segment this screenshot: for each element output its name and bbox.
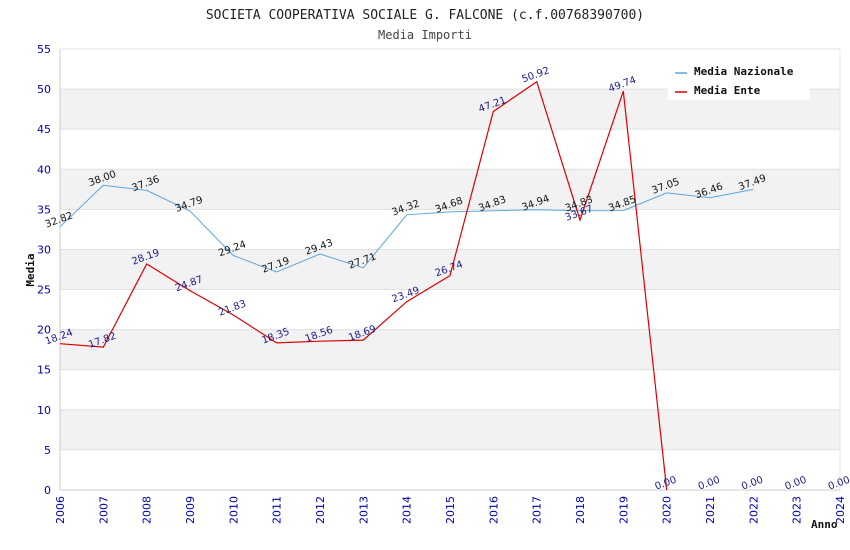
series-line-media-nazionale [59,184,754,273]
legend-label-media-ente: Media Ente [694,84,761,97]
chart-title: SOCIETA COOPERATIVA SOCIALE G. FALCONE (… [206,8,644,23]
x-tick-label: 2019 [617,496,630,524]
grid-band [60,329,840,370]
y-tick-label: 35 [37,203,51,216]
y-tick-label: 50 [37,83,51,96]
grid-band [60,249,840,290]
x-tick-label: 2011 [271,496,284,524]
grid-band [60,409,840,450]
x-tick-label: 2021 [704,496,717,524]
y-tick-label: 25 [37,284,51,297]
x-tick-label: 2022 [747,496,760,524]
grid-bands [60,89,840,450]
legend: Media Nazionale Media Ente [668,58,810,100]
y-tick-label: 20 [37,324,51,337]
series-line-media-ente [59,80,668,491]
x-tick-label: 2024 [834,496,847,524]
x-tick-label: 2008 [141,496,154,524]
x-tick-label: 2015 [444,496,457,524]
x-tick-label: 2007 [97,496,110,524]
y-axis-label: Media [24,253,37,286]
series-lines [59,80,754,491]
grid-band [60,169,840,210]
x-tick-label: 2014 [401,496,414,524]
x-tick-label: 2012 [314,496,327,524]
x-tick-label: 2018 [574,496,587,524]
x-tick-label: 2017 [531,496,544,524]
axes [59,49,841,491]
x-tick-label: 2020 [661,496,674,524]
x-tick-label: 2016 [487,496,500,524]
y-tick-label: 55 [37,43,51,56]
chart-subtitle: Media Importi [378,28,472,42]
y-tick-label: 5 [44,444,51,457]
y-tick-label: 0 [44,484,51,497]
y-tick-label: 15 [37,364,51,377]
x-axis-ticks: 2006 2007 2008 2009 2010 2011 2012 2013 2014 2015… [54,496,847,524]
x-tick-label: 2013 [357,496,370,524]
x-tick-label: 2006 [54,496,67,524]
data-label: 21.83 [217,299,248,319]
y-axis-ticks: 0 5 10 15 20 25 30 35 40 45 50 55 [37,43,51,497]
y-tick-label: 30 [37,243,51,256]
x-tick-label: 2009 [184,496,197,524]
y-tick-label: 10 [37,404,51,417]
legend-box [668,58,810,100]
x-axis-label: Anno [811,518,838,531]
gridlines [60,48,840,491]
y-tick-label: 40 [37,163,51,176]
x-tick-label: 2010 [227,496,240,524]
x-tick-label: 2023 [791,496,804,524]
legend-label-media-nazionale: Media Nazionale [694,65,794,78]
y-tick-label: 45 [37,123,51,136]
